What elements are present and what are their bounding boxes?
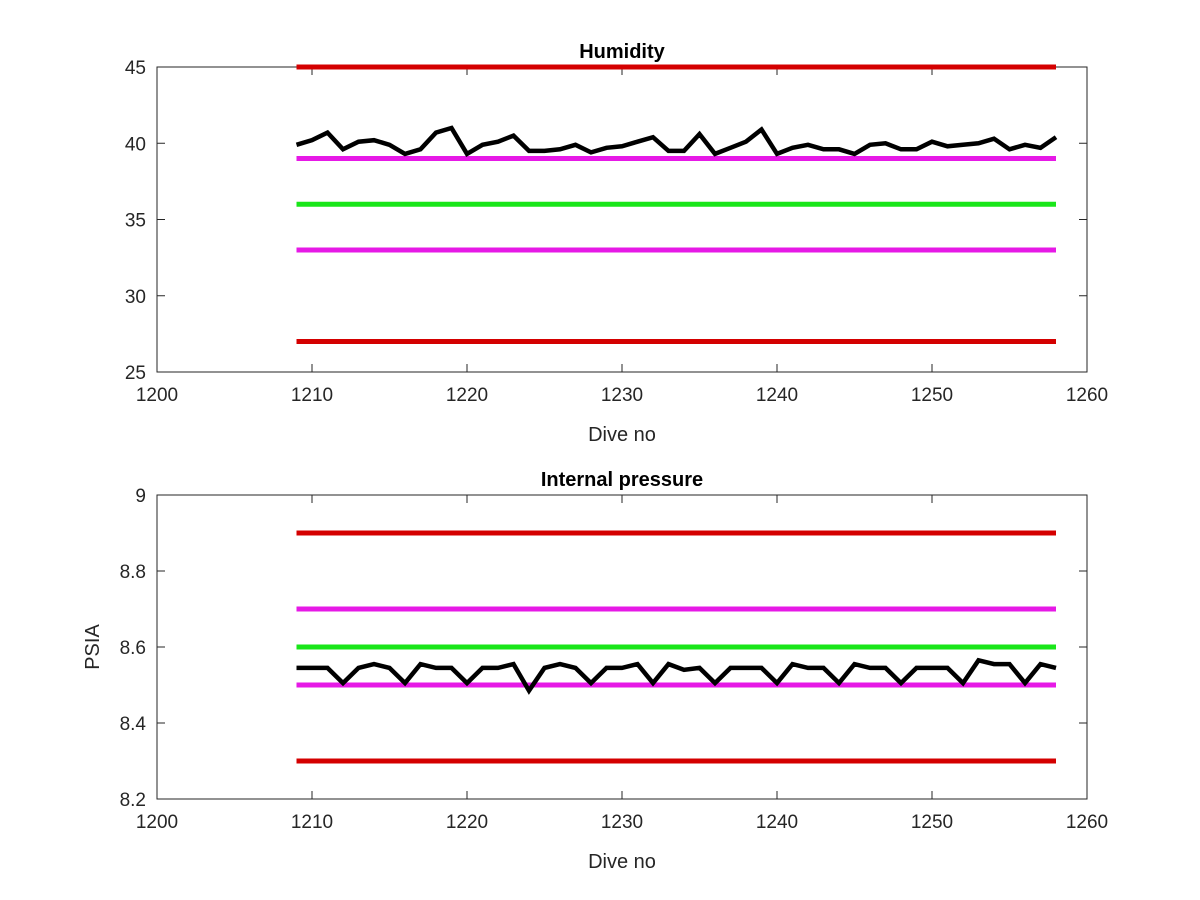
x-tick-label: 1200 bbox=[136, 812, 178, 833]
x-tick-label: 1260 bbox=[1066, 385, 1108, 406]
chart-internal-pressure: 1200 1210 1220 1230 1240 1250 1260 8.2 8.4 8.6 8.8… bbox=[82, 469, 1108, 873]
data-line-0 bbox=[296, 657, 1057, 695]
y-tick-label: 8.6 bbox=[120, 638, 146, 659]
x-tick-label: 1250 bbox=[911, 812, 953, 833]
y-tick-label: 45 bbox=[125, 58, 146, 79]
y-tick-label: 25 bbox=[125, 363, 146, 384]
x-axis-label: Dive no bbox=[588, 851, 656, 873]
x-tick-label: 1230 bbox=[601, 812, 643, 833]
x-tick-label: 1220 bbox=[446, 812, 488, 833]
y-tick-label: 9 bbox=[135, 486, 146, 507]
plot-area bbox=[156, 66, 1088, 373]
x-tick-label: 1240 bbox=[756, 385, 798, 406]
y-tick-label: 8.4 bbox=[120, 714, 147, 735]
chart-title: Internal pressure bbox=[541, 469, 703, 491]
x-tick-label: 1220 bbox=[446, 385, 488, 406]
y-tick-label: 30 bbox=[125, 287, 146, 308]
chart-title: Humidity bbox=[579, 41, 665, 63]
y-axis-label: PSIA bbox=[82, 624, 104, 670]
y-tick-label: 40 bbox=[125, 134, 146, 155]
y-tick-label: 8.2 bbox=[120, 790, 146, 811]
data-line-0 bbox=[295, 125, 1058, 157]
x-tick-label: 1230 bbox=[601, 385, 643, 406]
y-tick-label: 35 bbox=[125, 211, 146, 232]
y-tick-label: 8.8 bbox=[120, 562, 146, 583]
x-tick-label: 1210 bbox=[291, 812, 333, 833]
x-tick-label: 1250 bbox=[911, 385, 953, 406]
x-tick-label: 1200 bbox=[136, 385, 178, 406]
x-axis-label: Dive no bbox=[588, 424, 656, 446]
x-tick-label: 1240 bbox=[756, 812, 798, 833]
x-tick-label: 1210 bbox=[291, 385, 333, 406]
x-tick-label: 1260 bbox=[1066, 812, 1108, 833]
chart-humidity: 1200 1210 1220 1230 1240 1250 1260 25 30 35 40 45 Hu… bbox=[125, 41, 1108, 446]
